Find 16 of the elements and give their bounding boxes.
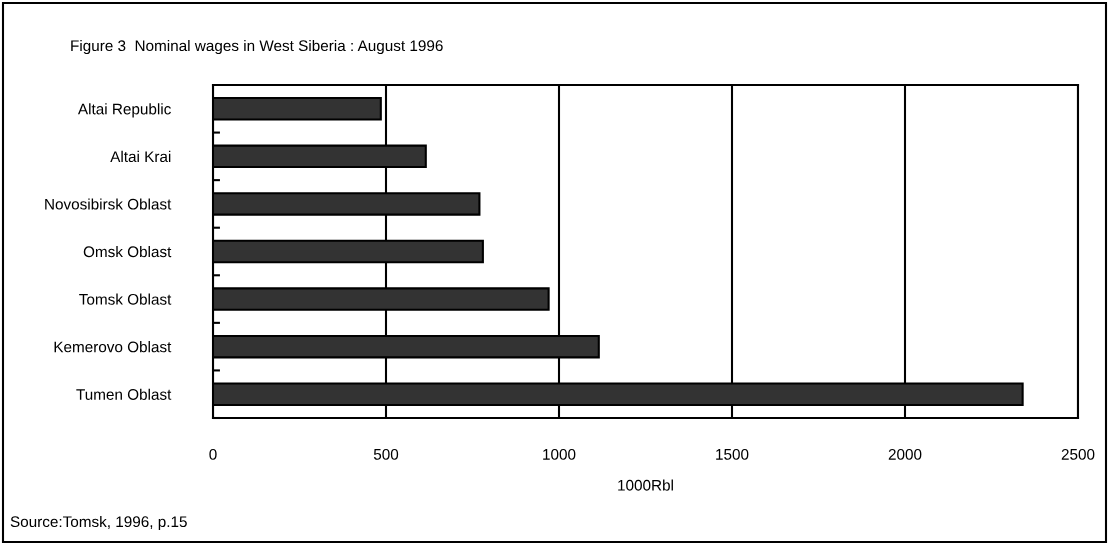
y-tick-label: Tomsk Oblast (79, 293, 172, 305)
y-tick-label: Novosibirsk Oblast (45, 198, 172, 210)
x-tick-label: 2500 (1061, 448, 1095, 460)
x-tick-label: 2000 (888, 448, 922, 460)
x-tick-label: 1000 (543, 448, 576, 460)
y-tick-label: Tumen Oblast (76, 388, 172, 400)
chart-title: Figure 3 Nominal wages in West Siberia : August 1996 (71, 39, 443, 55)
y-tick-label: Kemerovo Oblast (54, 341, 172, 353)
y-tick-label: Omsk Oblast (83, 245, 172, 258)
x-tick-label: 0 (209, 448, 217, 460)
y-tick-label: Altai Republic (77, 103, 171, 118)
x-axis-title: 1000Rbl (618, 479, 673, 491)
x-tick-label: 500 (373, 448, 399, 460)
y-tick-label: Altai Krai (110, 150, 171, 163)
x-tick-label: 1500 (716, 448, 749, 460)
source-note: Source:Tomsk, 1996, p.15 (10, 515, 187, 531)
